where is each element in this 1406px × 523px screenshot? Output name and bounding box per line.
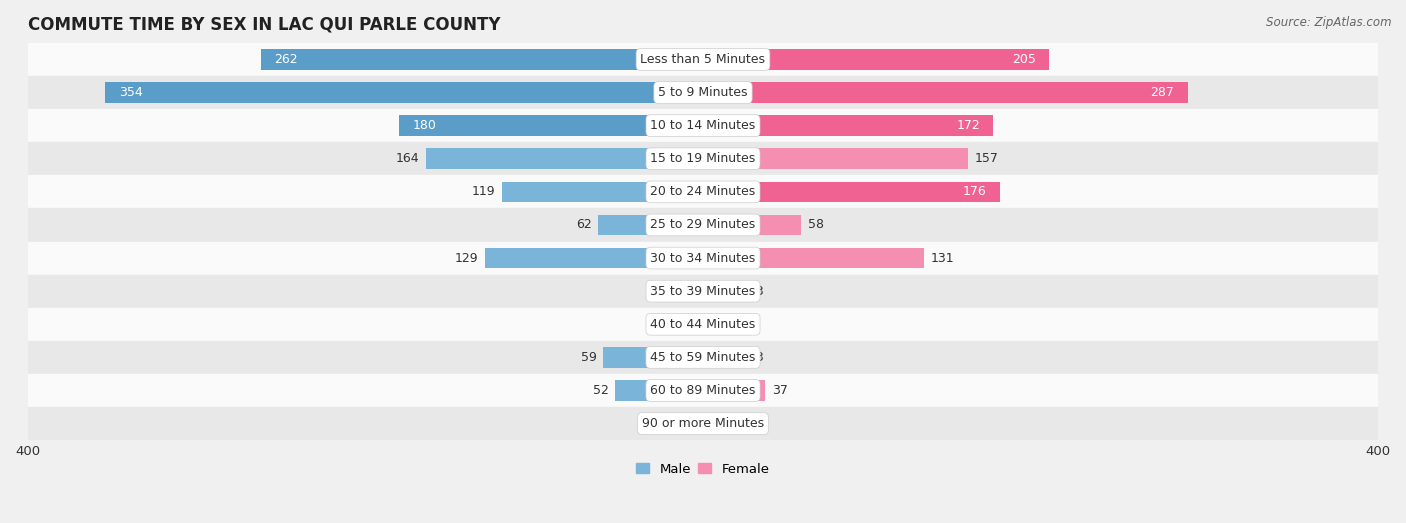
Text: 262: 262 bbox=[274, 53, 298, 66]
Bar bbox=[703, 215, 801, 235]
Bar bbox=[28, 242, 1378, 275]
Bar bbox=[399, 116, 703, 136]
Bar bbox=[28, 275, 1378, 308]
Bar bbox=[669, 281, 703, 301]
Legend: Male, Female: Male, Female bbox=[631, 458, 775, 481]
Bar bbox=[28, 76, 1378, 109]
Text: 10 to 14 Minutes: 10 to 14 Minutes bbox=[651, 119, 755, 132]
Bar bbox=[28, 374, 1378, 407]
Bar bbox=[28, 208, 1378, 242]
Bar bbox=[678, 314, 703, 335]
Text: 40 to 44 Minutes: 40 to 44 Minutes bbox=[651, 318, 755, 331]
Text: 62: 62 bbox=[576, 219, 592, 232]
Bar bbox=[28, 308, 1378, 341]
Bar bbox=[105, 82, 703, 103]
Text: 20: 20 bbox=[647, 285, 662, 298]
Bar bbox=[260, 49, 703, 70]
Text: 119: 119 bbox=[471, 185, 495, 198]
Text: 5 to 9 Minutes: 5 to 9 Minutes bbox=[658, 86, 748, 99]
Bar bbox=[603, 347, 703, 368]
Text: 157: 157 bbox=[974, 152, 998, 165]
Text: COMMUTE TIME BY SEX IN LAC QUI PARLE COUNTY: COMMUTE TIME BY SEX IN LAC QUI PARLE COU… bbox=[28, 15, 501, 33]
Bar bbox=[703, 314, 727, 335]
Bar bbox=[599, 215, 703, 235]
Text: 172: 172 bbox=[956, 119, 980, 132]
Bar bbox=[703, 82, 1188, 103]
Bar bbox=[703, 413, 727, 434]
Text: 30 to 34 Minutes: 30 to 34 Minutes bbox=[651, 252, 755, 265]
Bar bbox=[502, 181, 703, 202]
Text: 35 to 39 Minutes: 35 to 39 Minutes bbox=[651, 285, 755, 298]
Bar bbox=[28, 175, 1378, 208]
Bar bbox=[485, 248, 703, 268]
Bar bbox=[703, 380, 765, 401]
Text: Source: ZipAtlas.com: Source: ZipAtlas.com bbox=[1267, 16, 1392, 29]
Bar bbox=[703, 149, 969, 169]
Text: 45 to 59 Minutes: 45 to 59 Minutes bbox=[651, 351, 755, 364]
Text: 21: 21 bbox=[645, 417, 661, 430]
Text: 14: 14 bbox=[734, 417, 749, 430]
Bar bbox=[703, 116, 994, 136]
Text: 205: 205 bbox=[1012, 53, 1036, 66]
Text: 354: 354 bbox=[118, 86, 142, 99]
Text: 176: 176 bbox=[963, 185, 987, 198]
Text: 59: 59 bbox=[581, 351, 596, 364]
Bar bbox=[616, 380, 703, 401]
Text: Less than 5 Minutes: Less than 5 Minutes bbox=[641, 53, 765, 66]
Bar bbox=[703, 181, 1000, 202]
Bar bbox=[703, 49, 1049, 70]
Text: 52: 52 bbox=[592, 384, 609, 397]
Text: 180: 180 bbox=[412, 119, 436, 132]
Text: 23: 23 bbox=[748, 285, 765, 298]
Text: 60 to 89 Minutes: 60 to 89 Minutes bbox=[651, 384, 755, 397]
Text: 164: 164 bbox=[395, 152, 419, 165]
Text: 15: 15 bbox=[655, 318, 671, 331]
Text: 287: 287 bbox=[1150, 86, 1174, 99]
Text: 25 to 29 Minutes: 25 to 29 Minutes bbox=[651, 219, 755, 232]
Text: 15 to 19 Minutes: 15 to 19 Minutes bbox=[651, 152, 755, 165]
Bar bbox=[28, 109, 1378, 142]
Text: 20 to 24 Minutes: 20 to 24 Minutes bbox=[651, 185, 755, 198]
Bar bbox=[668, 413, 703, 434]
Bar bbox=[28, 341, 1378, 374]
Text: 131: 131 bbox=[931, 252, 955, 265]
Bar bbox=[28, 142, 1378, 175]
Bar bbox=[426, 149, 703, 169]
Bar bbox=[703, 281, 742, 301]
Text: 37: 37 bbox=[772, 384, 789, 397]
Text: 129: 129 bbox=[454, 252, 478, 265]
Text: 23: 23 bbox=[748, 351, 765, 364]
Text: 14: 14 bbox=[734, 318, 749, 331]
Bar bbox=[28, 407, 1378, 440]
Text: 58: 58 bbox=[807, 219, 824, 232]
Text: 90 or more Minutes: 90 or more Minutes bbox=[643, 417, 763, 430]
Bar bbox=[703, 248, 924, 268]
Bar bbox=[703, 347, 742, 368]
Bar bbox=[28, 43, 1378, 76]
